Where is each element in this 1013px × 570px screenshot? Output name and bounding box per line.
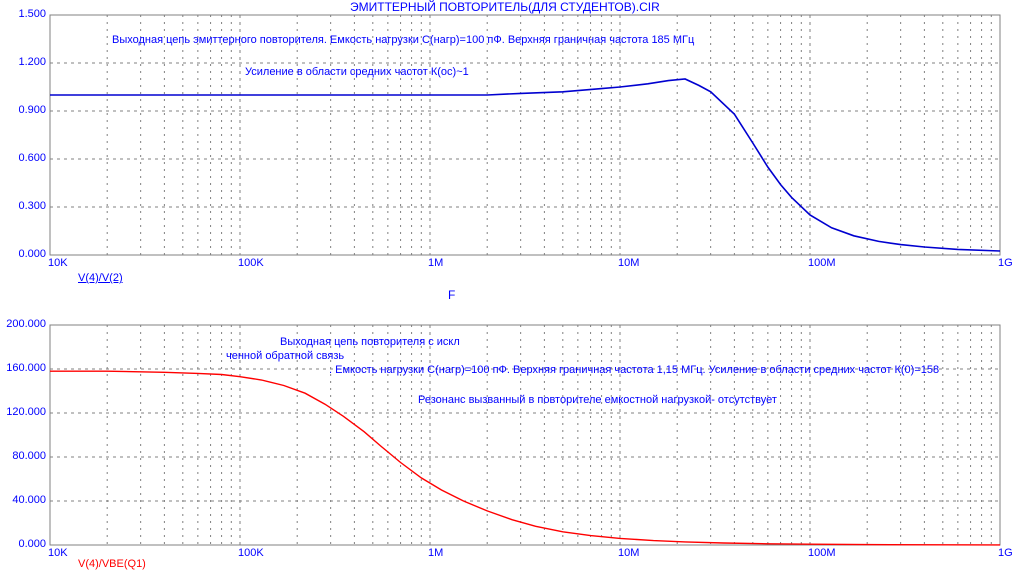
x-tick-label: 1G bbox=[998, 547, 1013, 559]
y-tick-label: 120.000 bbox=[0, 406, 46, 418]
y-tick-label: 0.600 bbox=[0, 152, 46, 164]
chart1-svg bbox=[0, 0, 1013, 566]
y-tick-label: 160.000 bbox=[0, 362, 46, 374]
x-tick-label: 1M bbox=[428, 547, 443, 559]
x-tick-label: 1G bbox=[998, 257, 1013, 269]
chart1-annotation-2: Усиление в области средних частот К(ос)~… bbox=[245, 66, 469, 78]
chart2-annotation-1: Выходная цепь повторителя с искл bbox=[280, 336, 460, 348]
chart2-annotation-3: . Емкость нагрузки С(нагр)=100 пФ. Верхн… bbox=[329, 364, 939, 376]
x-tick-label: 100M bbox=[808, 257, 836, 269]
y-tick-label: 200.000 bbox=[0, 318, 46, 330]
chart1-trace-label: V(4)/V(2) bbox=[78, 272, 123, 284]
x-tick-label: 10M bbox=[618, 547, 639, 559]
x-tick-label: 10K bbox=[48, 547, 68, 559]
y-tick-label: 1.500 bbox=[0, 8, 46, 20]
y-tick-label: 80.000 bbox=[0, 450, 46, 462]
y-tick-label: 0.900 bbox=[0, 104, 46, 116]
y-tick-label: 0.300 bbox=[0, 200, 46, 212]
x-tick-label: 100K bbox=[238, 257, 264, 269]
chart2-trace-label: V(4)/VBE(Q1) bbox=[78, 558, 146, 570]
chart2-annotation-4: Резонанс вызванный в повторителе емкостн… bbox=[418, 394, 777, 406]
chart1-axis-title: F bbox=[448, 288, 455, 302]
y-tick-label: 0.000 bbox=[0, 248, 46, 260]
x-tick-label: 10M bbox=[618, 257, 639, 269]
x-tick-label: 10K bbox=[48, 257, 68, 269]
x-tick-label: 100M bbox=[808, 547, 836, 559]
x-tick-label: 1M bbox=[428, 257, 443, 269]
y-tick-label: 0.000 bbox=[0, 538, 46, 550]
x-tick-label: 100K bbox=[238, 547, 264, 559]
y-tick-label: 40.000 bbox=[0, 494, 46, 506]
y-tick-label: 1.200 bbox=[0, 56, 46, 68]
chart2-annotation-2: ченной обратной связь bbox=[226, 350, 344, 362]
chart1-annotation-1: Выходная цепь эмиттерного повторителя. Е… bbox=[112, 34, 694, 46]
